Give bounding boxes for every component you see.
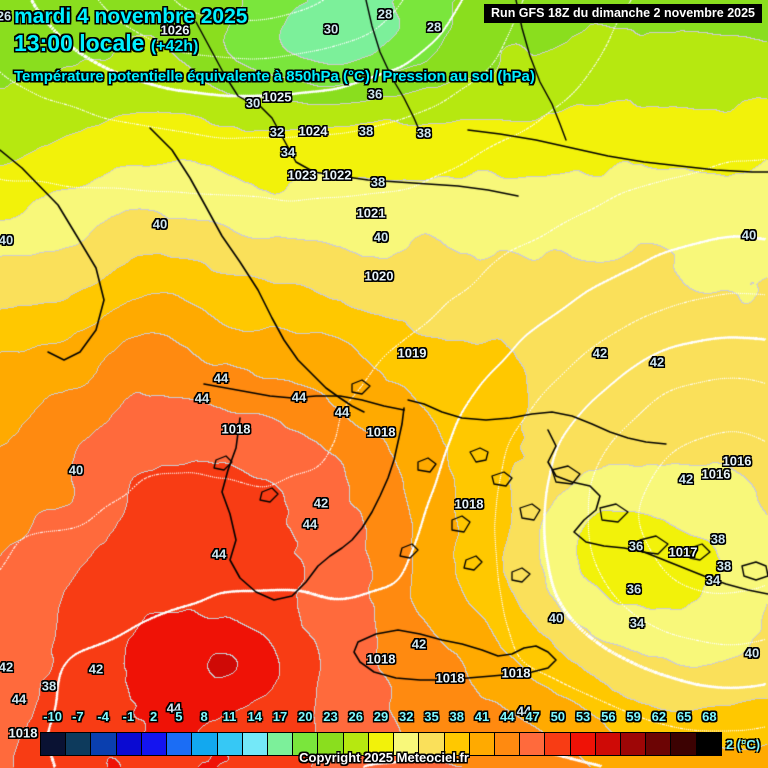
legend-swatch xyxy=(141,733,168,755)
legend-swatch xyxy=(469,733,495,755)
legend-swatch xyxy=(621,733,647,755)
legend-colorbar xyxy=(40,732,722,756)
legend-tick: 38 xyxy=(449,709,464,724)
legend-tick: 68 xyxy=(702,709,717,724)
legend-swatch xyxy=(41,733,67,755)
legend-tick: 26 xyxy=(348,709,363,724)
legend-tick: 17 xyxy=(272,709,288,724)
color-legend: -10 -7 -4 -1 2 5 8 11 14 17 20 23 26 29 32 35 38 41 44 47 50… xyxy=(0,705,768,768)
legend-tick: 32 xyxy=(399,709,414,724)
legend-swatch xyxy=(520,733,546,755)
legend-swatch xyxy=(192,733,218,755)
legend-tick: 2 xyxy=(150,709,158,724)
forecast-date-label: mardi 4 novembre 2025 xyxy=(14,5,248,28)
legend-swatch xyxy=(646,733,672,755)
legend-tick: 65 xyxy=(676,709,692,724)
legend-tick: 59 xyxy=(626,709,641,724)
legend-tick: 41 xyxy=(474,709,490,724)
legend-swatch xyxy=(419,733,445,755)
legend-tick: 62 xyxy=(651,709,667,724)
legend-swatch xyxy=(242,733,268,755)
legend-swatch xyxy=(595,733,622,755)
legend-tick: -1 xyxy=(122,709,135,724)
legend-tick: 53 xyxy=(575,709,591,724)
legend-swatch xyxy=(318,733,344,755)
legend-swatch xyxy=(545,733,571,755)
legend-swatch xyxy=(116,733,142,755)
legend-tick: 29 xyxy=(373,709,389,724)
legend-swatch xyxy=(267,733,294,755)
legend-tick: 47 xyxy=(525,709,540,724)
page-title: Température potentielle équivalente à 85… xyxy=(14,68,535,85)
legend-swatch xyxy=(570,733,596,755)
legend-swatch xyxy=(494,733,521,755)
legend-tick: 50 xyxy=(550,709,566,724)
legend-swatch xyxy=(217,733,243,755)
forecast-time-label: 13:00 locale (+42h) xyxy=(14,30,198,57)
legend-swatch xyxy=(394,733,420,755)
legend-tick: 8 xyxy=(200,709,208,724)
legend-swatch xyxy=(444,733,470,755)
legend-swatch xyxy=(368,733,395,755)
copyright-label: Copyright 2025 Meteociel.fr xyxy=(299,750,469,765)
legend-tick: 11 xyxy=(222,709,237,724)
legend-swatch xyxy=(66,733,92,755)
legend-tick: 44 xyxy=(500,709,515,724)
legend-tick: -4 xyxy=(97,709,109,724)
legend-tick: 14 xyxy=(247,709,262,724)
legend-swatch xyxy=(696,733,721,755)
legend-swatch xyxy=(671,733,697,755)
legend-unit-label: 2 (°C) xyxy=(726,737,761,752)
legend-tick: -7 xyxy=(72,709,84,724)
forecast-time-value: 13:00 locale xyxy=(14,30,145,56)
legend-swatch xyxy=(343,733,369,755)
legend-tick-labels: -10 -7 -4 -1 2 5 8 11 14 17 20 23 26 29 32 35 38 41 44 47 50… xyxy=(0,705,768,731)
legend-tick: -10 xyxy=(43,709,63,724)
forecast-lead-time: (+42h) xyxy=(150,38,199,55)
legend-tick: 56 xyxy=(601,709,616,724)
legend-swatch xyxy=(293,733,319,755)
legend-swatch xyxy=(91,733,117,755)
model-run-badge: Run GFS 18Z du dimanche 2 novembre 2025 xyxy=(484,4,762,23)
legend-tick: 20 xyxy=(297,709,313,724)
legend-tick: 23 xyxy=(323,709,338,724)
legend-tick: 5 xyxy=(175,709,183,724)
legend-swatch xyxy=(167,733,193,755)
legend-tick: 35 xyxy=(424,709,439,724)
